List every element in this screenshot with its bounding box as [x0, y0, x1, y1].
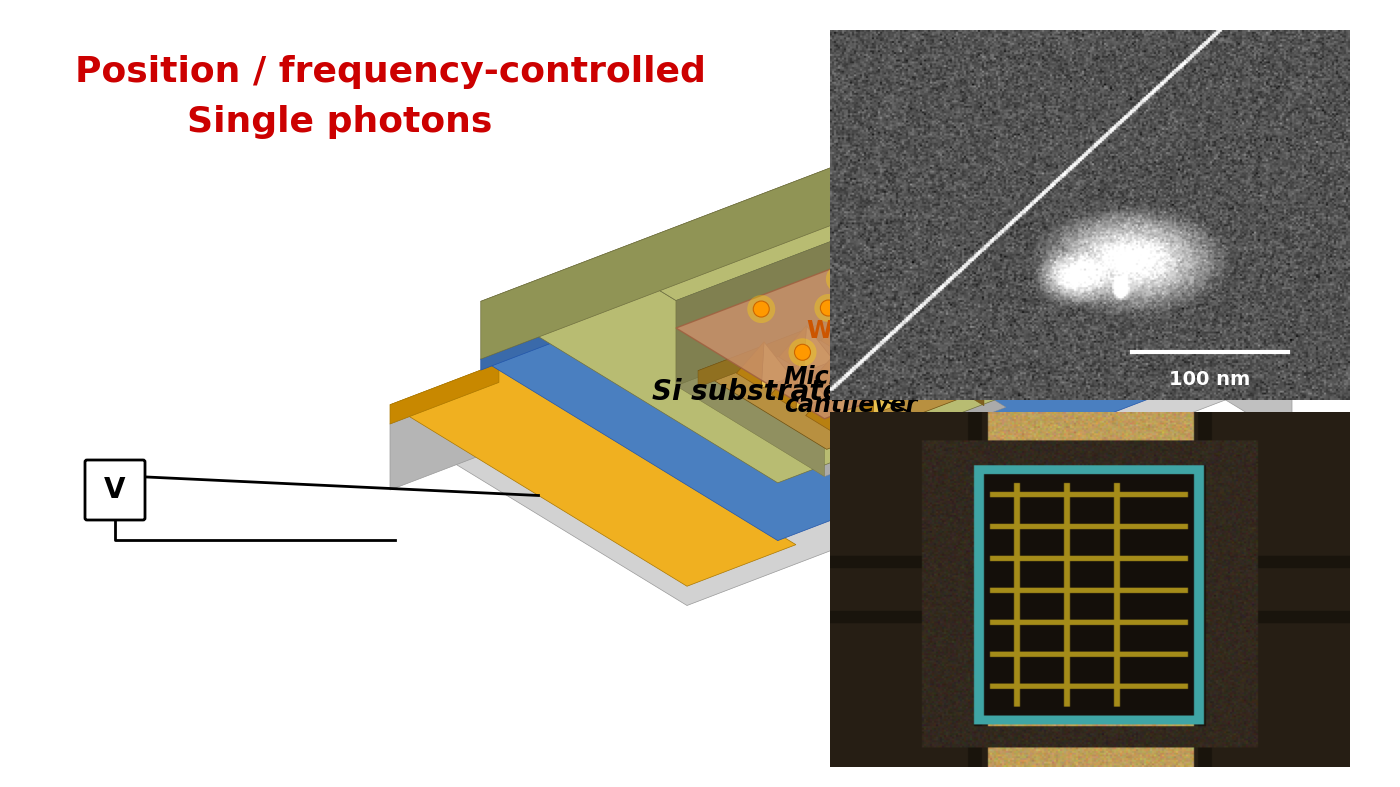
Polygon shape — [995, 163, 1292, 355]
Circle shape — [795, 344, 811, 360]
Polygon shape — [795, 363, 826, 409]
Polygon shape — [798, 363, 826, 398]
Text: Nano
patterns: Nano patterns — [846, 382, 1063, 482]
Polygon shape — [855, 331, 883, 377]
Polygon shape — [848, 368, 878, 399]
Circle shape — [876, 214, 904, 242]
Text: WSe$_2$: WSe$_2$ — [806, 319, 876, 345]
Polygon shape — [676, 259, 1007, 419]
Polygon shape — [806, 384, 833, 430]
Polygon shape — [676, 316, 1007, 476]
Polygon shape — [806, 384, 836, 416]
Polygon shape — [830, 384, 861, 430]
Polygon shape — [822, 309, 848, 356]
Circle shape — [1036, 283, 1067, 312]
Polygon shape — [771, 363, 798, 409]
Polygon shape — [480, 163, 1292, 541]
Polygon shape — [995, 193, 1292, 441]
Polygon shape — [883, 331, 911, 366]
Circle shape — [1036, 312, 1054, 331]
Circle shape — [882, 317, 910, 345]
Polygon shape — [855, 311, 984, 406]
Circle shape — [1030, 306, 1061, 336]
Polygon shape — [857, 208, 1067, 322]
Circle shape — [1133, 254, 1151, 272]
Polygon shape — [778, 326, 809, 357]
Circle shape — [948, 319, 993, 363]
Polygon shape — [480, 163, 995, 370]
Circle shape — [788, 338, 816, 366]
Polygon shape — [833, 384, 861, 419]
Text: Position / frequency-controlled: Position / frequency-controlled — [74, 55, 706, 89]
Text: V: V — [104, 476, 126, 504]
Text: Single photons: Single photons — [188, 105, 493, 139]
Polygon shape — [804, 326, 834, 372]
Polygon shape — [995, 105, 1292, 344]
Polygon shape — [764, 342, 791, 377]
Polygon shape — [839, 347, 868, 394]
Circle shape — [815, 294, 843, 322]
Circle shape — [1120, 241, 1163, 285]
Polygon shape — [778, 326, 806, 372]
Polygon shape — [806, 326, 834, 360]
Circle shape — [753, 301, 769, 317]
Circle shape — [1127, 248, 1156, 278]
Polygon shape — [874, 368, 903, 415]
Circle shape — [826, 265, 854, 293]
Circle shape — [882, 220, 899, 236]
Polygon shape — [736, 342, 764, 388]
Polygon shape — [602, 186, 857, 301]
Polygon shape — [736, 342, 767, 373]
Circle shape — [1105, 271, 1134, 301]
Text: 100 nm: 100 nm — [1169, 371, 1250, 390]
Text: Micro-
cantilever: Micro- cantilever — [784, 365, 917, 417]
Polygon shape — [813, 347, 841, 394]
Polygon shape — [846, 309, 876, 356]
Polygon shape — [676, 301, 825, 476]
Polygon shape — [480, 105, 995, 359]
FancyBboxPatch shape — [85, 460, 146, 520]
Circle shape — [962, 332, 979, 350]
Circle shape — [888, 323, 904, 339]
Polygon shape — [391, 193, 995, 490]
Polygon shape — [480, 255, 899, 483]
Polygon shape — [848, 368, 875, 415]
Polygon shape — [841, 347, 868, 382]
Polygon shape — [881, 331, 911, 377]
Circle shape — [1042, 289, 1060, 306]
Polygon shape — [762, 342, 791, 388]
Circle shape — [1098, 264, 1141, 308]
Polygon shape — [699, 311, 984, 449]
Circle shape — [1023, 299, 1068, 343]
Polygon shape — [391, 193, 1292, 605]
Polygon shape — [391, 363, 795, 586]
Polygon shape — [771, 363, 801, 394]
Circle shape — [832, 271, 848, 287]
Polygon shape — [813, 347, 844, 379]
Text: Si substrate: Si substrate — [652, 378, 841, 406]
Circle shape — [1110, 276, 1128, 294]
Polygon shape — [699, 311, 855, 387]
Polygon shape — [855, 331, 886, 362]
Polygon shape — [822, 309, 851, 341]
Polygon shape — [875, 368, 903, 403]
Polygon shape — [676, 231, 857, 386]
Polygon shape — [783, 105, 1292, 368]
Circle shape — [1029, 275, 1072, 320]
Polygon shape — [848, 309, 876, 345]
Circle shape — [955, 326, 986, 356]
Circle shape — [748, 295, 776, 323]
Polygon shape — [391, 363, 498, 424]
Circle shape — [820, 300, 836, 316]
Polygon shape — [825, 322, 1081, 437]
